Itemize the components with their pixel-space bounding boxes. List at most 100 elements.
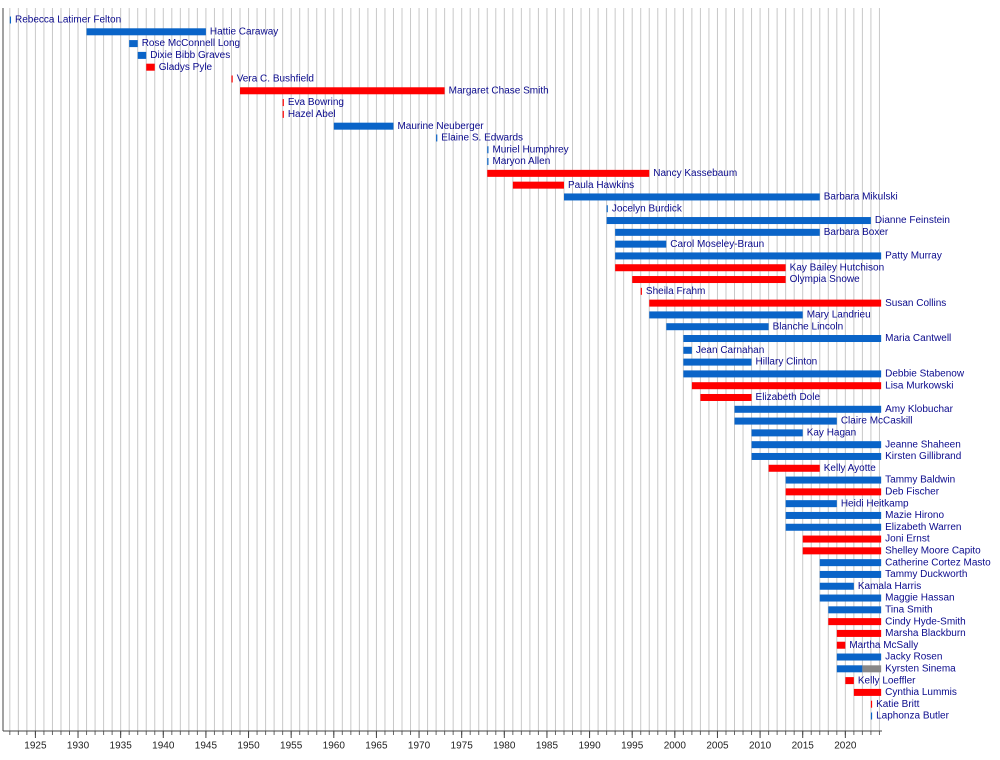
x-tick-label: 2000	[664, 741, 687, 752]
x-tick-label: 1980	[493, 741, 516, 752]
tenure-bar	[836, 641, 846, 649]
x-tick-label: 1950	[237, 741, 260, 752]
x-tick-label: 2010	[749, 741, 772, 752]
senator-label: Olympia Snowe	[790, 274, 860, 285]
senator-label: Cynthia Lummis	[885, 687, 957, 698]
tenure-bar	[683, 370, 882, 378]
tenure-bar	[785, 511, 882, 519]
tenure-bar	[512, 181, 564, 189]
senator-label: Debbie Stabenow	[885, 369, 965, 380]
senator-label: Jean Carnahan	[696, 345, 764, 356]
tenure-bar	[785, 500, 837, 508]
senator-label: Elaine S. Edwards	[441, 133, 523, 144]
senator-label: Kamala Harris	[858, 581, 921, 592]
tenure-bar	[751, 452, 882, 460]
tenure-bar	[683, 335, 882, 343]
tenure-bar	[615, 240, 667, 248]
senator-label: Carol Moseley-Braun	[670, 239, 764, 250]
tenure-bar	[146, 63, 155, 71]
senator-label: Dixie Bibb Graves	[150, 50, 230, 61]
senator-label: Jacky Rosen	[885, 652, 942, 663]
senator-label: Kay Bailey Hutchison	[790, 262, 885, 273]
tenure-bar	[282, 99, 284, 107]
senator-label: Maurine Neuberger	[397, 121, 484, 132]
tenure-bar	[606, 217, 871, 225]
senator-label: Barbara Mikulski	[824, 192, 898, 203]
senator-label: Rose McConnell Long	[142, 38, 240, 49]
x-tick-label: 2005	[706, 741, 729, 752]
senator-label: Martha McSally	[849, 640, 918, 651]
tenure-bar	[870, 700, 873, 708]
tenure-bar	[640, 287, 642, 295]
senator-label: Mazie Hirono	[885, 510, 944, 521]
tenure-bar	[487, 158, 489, 166]
x-tick-label: 2015	[792, 741, 815, 752]
senator-label: Hazel Abel	[288, 109, 336, 120]
senator-label: Cindy Hyde-Smith	[885, 616, 966, 627]
x-tick-label: 1960	[323, 741, 346, 752]
senator-label: Vera C. Bushfield	[237, 74, 314, 85]
senator-label: Sheila Frahm	[646, 286, 705, 297]
senator-label: Elizabeth Dole	[756, 392, 821, 403]
x-tick-label: 2020	[834, 741, 857, 752]
x-tick-label: 1945	[195, 741, 218, 752]
tenure-bar	[734, 405, 882, 413]
tenure-bar	[683, 346, 692, 354]
tenure-bar	[819, 559, 882, 567]
tenure-bar	[683, 358, 752, 366]
tenure-bar	[9, 16, 12, 24]
senator-label: Catherine Cortez Masto	[885, 557, 991, 568]
tenure-bar	[819, 594, 882, 602]
senator-label: Shelley Moore Capito	[885, 545, 981, 556]
senator-label: Kelly Loeffler	[858, 675, 916, 686]
senator-label: Susan Collins	[885, 298, 946, 309]
tenure-bar	[768, 464, 820, 472]
senator-label: Kay Hagan	[807, 428, 856, 439]
senator-label: Laphonza Butler	[876, 711, 950, 722]
senator-label: Lisa Murkowski	[885, 380, 953, 391]
tenure-bar	[649, 311, 803, 319]
tenure-bar	[615, 264, 786, 272]
senator-label: Kirsten Gillibrand	[885, 451, 961, 462]
tenure-bar	[828, 618, 882, 626]
senator-label: Maggie Hassan	[885, 593, 954, 604]
tenure-bar	[802, 547, 882, 555]
tenure-bar	[632, 276, 786, 284]
x-tick-label: 1925	[24, 741, 47, 752]
senator-label: Jeanne Shaheen	[885, 439, 961, 450]
tenure-bar	[751, 429, 803, 437]
tenure-bar	[819, 582, 854, 590]
senator-label: Maryon Allen	[492, 156, 550, 167]
x-tick-label: 1955	[280, 741, 303, 752]
x-tick-label: 1985	[536, 741, 559, 752]
senator-label: Patty Murray	[885, 251, 942, 262]
tenure-bar	[819, 570, 882, 578]
senator-label: Mary Landrieu	[807, 310, 871, 321]
x-tick-label: 1970	[408, 741, 431, 752]
senator-label: Muriel Humphrey	[492, 144, 568, 155]
tenure-bar	[666, 323, 769, 331]
tenure-bar	[836, 665, 863, 673]
tenure-bar	[862, 665, 882, 673]
senator-label: Gladys Pyle	[159, 62, 213, 73]
tenure-bar	[487, 146, 489, 154]
senator-label: Kelly Ayotte	[824, 463, 877, 474]
tenure-bar	[785, 476, 882, 484]
senator-label: Elizabeth Warren	[885, 522, 961, 533]
tenure-bar	[282, 110, 284, 118]
senator-label: Eva Bowring	[288, 97, 344, 108]
senator-label: Amy Klobuchar	[885, 404, 953, 415]
x-tick-label: 1975	[451, 741, 474, 752]
senator-label: Jocelyn Burdick	[612, 203, 683, 214]
tenure-bar	[845, 677, 854, 685]
senator-label: Paula Hawkins	[568, 180, 634, 191]
x-tick-label: 1930	[67, 741, 90, 752]
tenure-bar	[649, 299, 882, 307]
senator-label: Maria Cantwell	[885, 333, 951, 344]
tenure-bar	[563, 193, 820, 201]
senator-label: Marsha Blackburn	[885, 628, 966, 639]
tenure-bar	[785, 488, 882, 496]
senator-label: Barbara Boxer	[824, 227, 889, 238]
senator-label: Dianne Feinstein	[875, 215, 950, 226]
